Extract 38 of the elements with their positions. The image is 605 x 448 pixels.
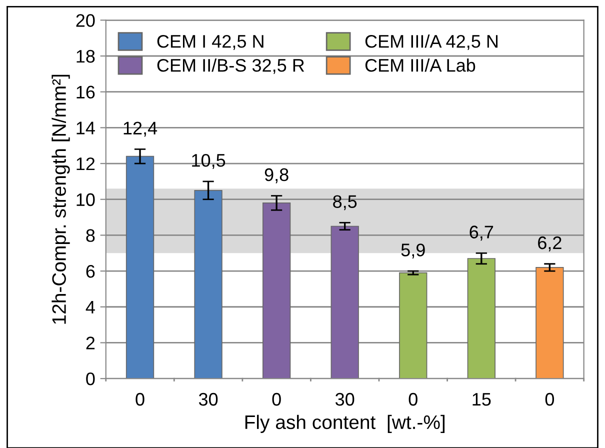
- x-tick-label: 0: [136, 392, 144, 406]
- y-tick-label: 6: [86, 264, 95, 278]
- bar: [399, 272, 428, 379]
- y-tick-label: 18: [76, 50, 95, 63]
- bar: [262, 202, 291, 379]
- data-label: 8,5: [333, 195, 357, 210]
- bar: [330, 226, 359, 379]
- y-tick-label: 16: [76, 86, 95, 99]
- x-tick-label: 30: [198, 392, 218, 406]
- bar: [194, 190, 222, 379]
- x-axis-title: Fly ash content [wt.-%]: [245, 414, 445, 433]
- bar: [467, 258, 496, 379]
- legend-label: CEM III/A 42,5 N: [365, 34, 498, 50]
- data-label: 6,2: [538, 236, 562, 252]
- data-label: 10,5: [192, 154, 226, 169]
- data-label: 5,9: [401, 244, 425, 258]
- y-tick-label: 8: [86, 229, 95, 242]
- y-tick-label: 2: [86, 336, 95, 350]
- legend-label: CEM III/A Lab: [365, 58, 476, 72]
- legend-label: CEM I 42,5 N: [157, 34, 264, 50]
- legend-label: CEM II/B-S 32,5 R: [157, 58, 304, 74]
- data-label: 9,8: [264, 168, 288, 184]
- x-tick-label: 0: [545, 392, 554, 406]
- y-tick-label: 14: [76, 122, 95, 134]
- bar: [536, 267, 564, 379]
- x-tick-label: 0: [408, 392, 418, 406]
- y-tick-label: 10: [76, 193, 95, 206]
- bar: [126, 156, 154, 379]
- y-tick-label: 12: [76, 157, 95, 170]
- x-tick-label: 0: [272, 392, 281, 406]
- data-label: 6,7: [470, 226, 494, 241]
- x-tick-label: 15: [472, 393, 491, 406]
- y-tick-label: 20: [76, 14, 95, 27]
- y-tick-label: 0: [86, 372, 95, 386]
- data-label: 12,4: [124, 122, 158, 137]
- y-axis-title: 12h-Compr. strength [N/mm²]: [52, 74, 70, 324]
- y-tick-label: 4: [86, 301, 95, 314]
- x-tick-label: 30: [336, 392, 354, 406]
